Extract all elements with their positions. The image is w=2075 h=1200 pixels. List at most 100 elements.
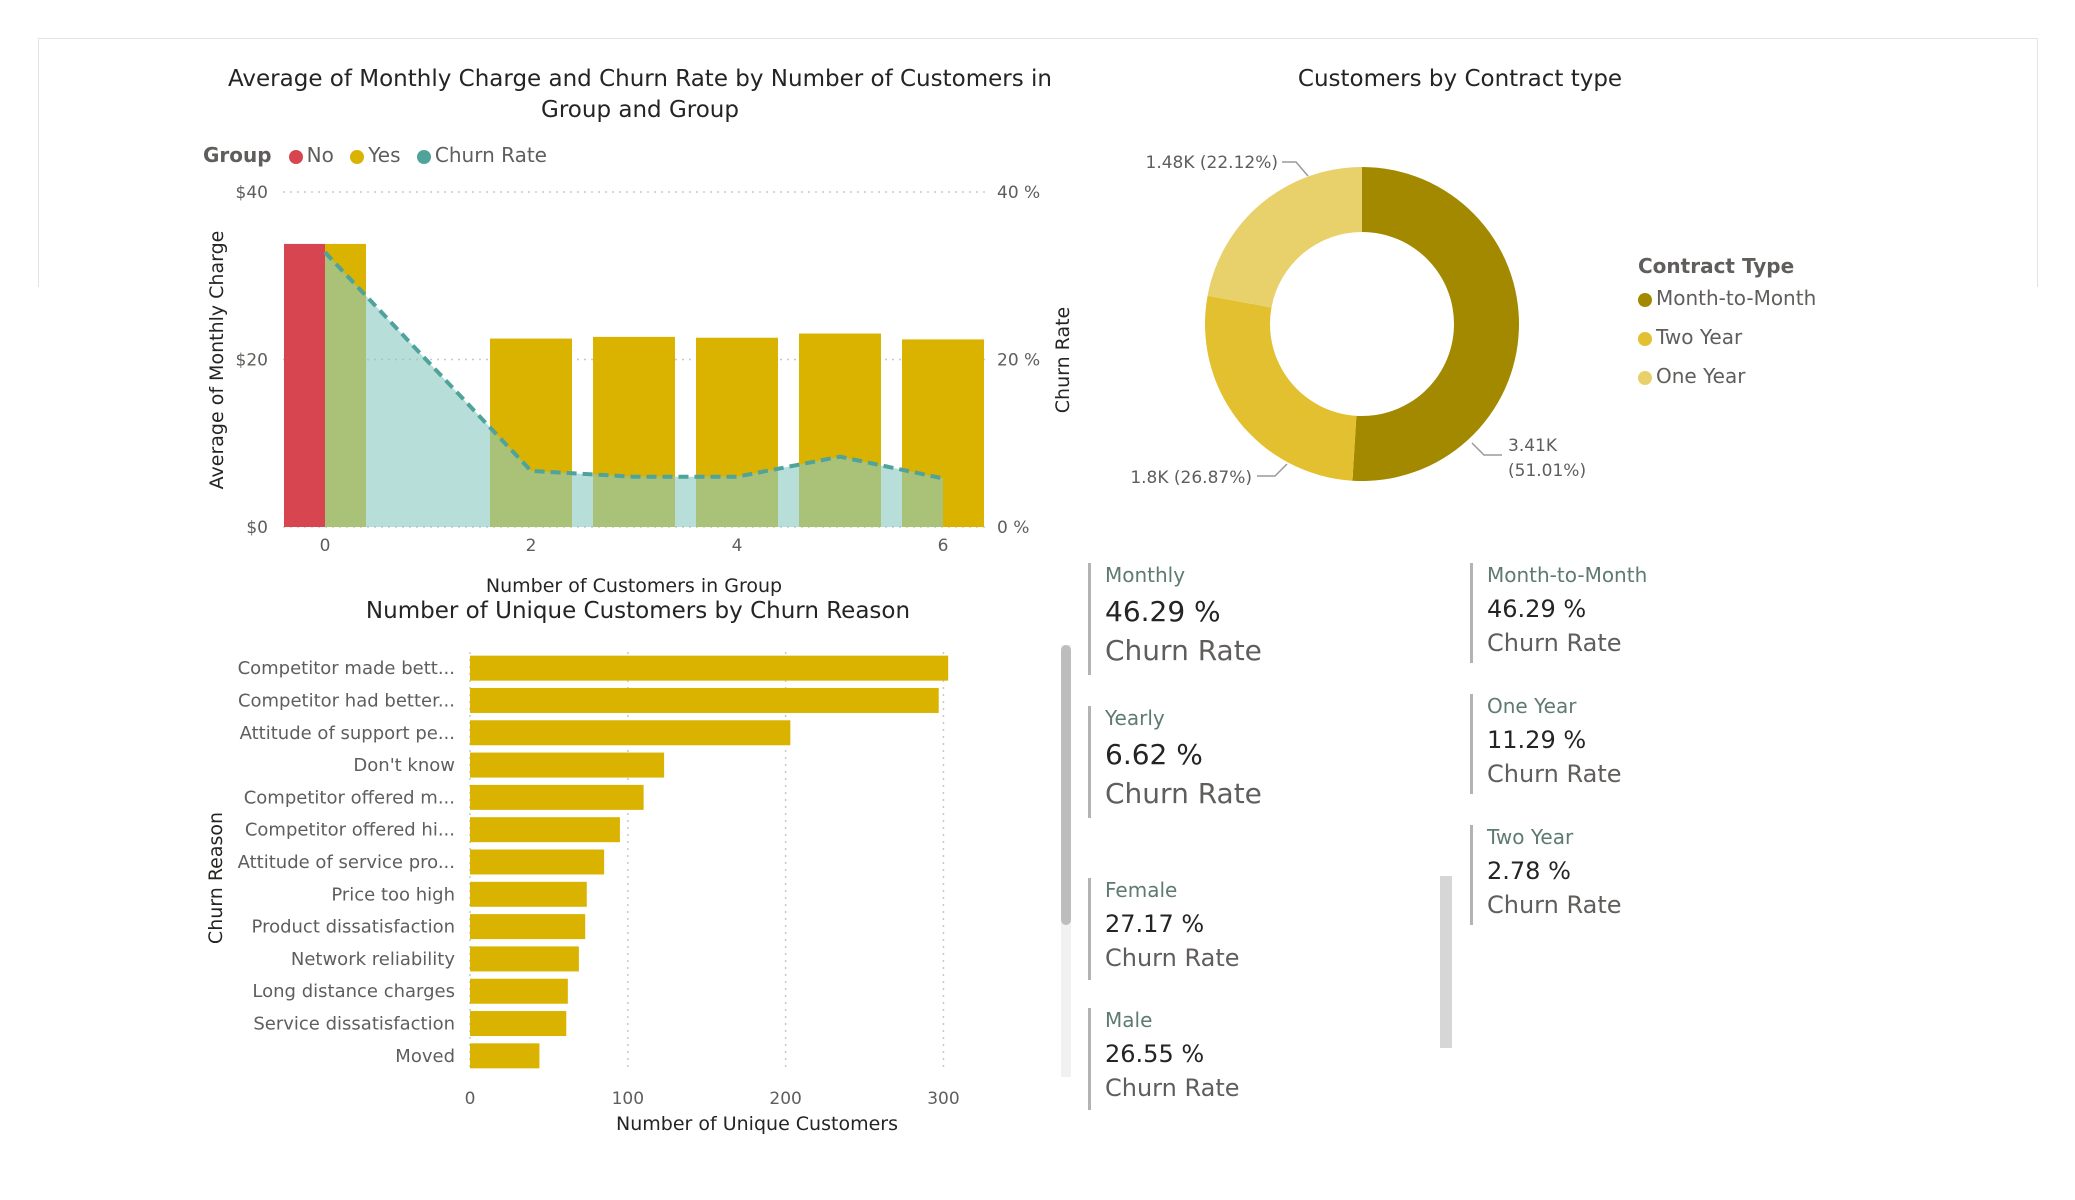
x-tick-label: 4	[732, 536, 743, 556]
bar-chart-title: Number of Unique Customers by Churn Reas…	[365, 598, 911, 624]
kpi-label: Two Year	[1487, 825, 1574, 849]
kpi-card-yearly: Yearly 6.62 % Churn Rate	[1088, 706, 1262, 818]
legend-title: Group	[203, 143, 272, 167]
kpi-sub: Churn Rate	[1105, 634, 1262, 667]
category-label: Attitude of service pro...	[238, 852, 455, 873]
bar	[470, 752, 665, 778]
kpi-label: Male	[1105, 1008, 1153, 1032]
bar-xlabel: Number of Unique Customers	[616, 1113, 898, 1135]
cards-scroll-thumb-left[interactable]	[1061, 645, 1071, 925]
bar	[470, 720, 791, 746]
kpi-sub: Churn Rate	[1105, 777, 1262, 810]
cards-scrollbar-left[interactable]	[1061, 645, 1071, 1077]
bar	[470, 817, 620, 843]
y-tick-label: $0	[246, 518, 268, 538]
donut-legend-item-month[interactable]: Month-to-Month	[1638, 286, 1816, 325]
category-label: Attitude of support pe...	[240, 723, 455, 744]
x-tick-label: 0	[320, 536, 331, 556]
category-label: Moved	[395, 1046, 455, 1067]
bar	[470, 914, 586, 940]
bar	[470, 978, 568, 1004]
kpi-card-monthly: Monthly 46.29 % Churn Rate	[1088, 563, 1262, 675]
legend-dot-no	[288, 149, 303, 164]
x-tick-label: 100	[612, 1089, 644, 1109]
donut-legend: Contract Type Month-to-Month Two Year On…	[1638, 254, 1816, 403]
kpi-label: Yearly	[1105, 706, 1165, 730]
legend-dot-month	[1638, 292, 1652, 307]
kpi-card-male: Male 26.55 % Churn Rate	[1088, 1008, 1240, 1110]
bar	[470, 946, 579, 972]
churn-rate-line	[323, 250, 944, 481]
combo-legend: Group No Yes Churn Rate	[203, 143, 547, 169]
kpi-sub: Churn Rate	[1487, 891, 1622, 919]
legend-item-no[interactable]: No	[288, 143, 341, 167]
legend-item-churn[interactable]: Churn Rate	[416, 143, 547, 167]
donut-chart: 3.41K (51.01%) 1.8K (26.87%) 1.48K (22.12%)	[1130, 153, 1586, 488]
bar-chart: 0 100 200 300 Competitor made bett... Competi…	[238, 652, 960, 1109]
cards-scrollbar-right[interactable]	[1440, 876, 1452, 1048]
donut-legend-title: Contract Type	[1638, 254, 1795, 278]
leader-line-two	[1257, 463, 1288, 477]
combo-xlabel: Number of Customers in Group	[485, 575, 783, 597]
legend-item-yes[interactable]: Yes	[350, 143, 407, 167]
category-label: Price too high	[331, 884, 455, 905]
kpi-value: 26.55 %	[1105, 1040, 1205, 1068]
kpi-label: Female	[1105, 878, 1178, 902]
kpi-label: Month-to-Month	[1487, 563, 1648, 587]
kpi-label: One Year	[1487, 694, 1577, 718]
kpi-sub: Churn Rate	[1105, 944, 1240, 972]
bar	[470, 849, 605, 875]
kpi-sub: Churn Rate	[1487, 629, 1622, 657]
data-label-one: 1.48K (22.12%)	[1146, 153, 1279, 173]
category-label: Service dissatisfaction	[253, 1014, 455, 1035]
kpi-value: 11.29 %	[1487, 726, 1587, 754]
bar	[470, 881, 587, 907]
kpi-value: 2.78 %	[1487, 857, 1571, 885]
donut-legend-item-one[interactable]: One Year	[1638, 364, 1816, 403]
kpi-label: Monthly	[1105, 563, 1186, 587]
bar-no	[284, 243, 325, 528]
bar	[470, 784, 644, 810]
churn-rate-area	[325, 252, 943, 528]
donut-slice	[1205, 295, 1357, 481]
data-label-month-pct: (51.01%)	[1508, 461, 1586, 481]
y2-tick-label: 40 %	[997, 183, 1040, 203]
category-label: Don't know	[353, 755, 455, 776]
legend-dot-churn	[416, 149, 431, 164]
bar	[470, 655, 949, 681]
legend-dot-two	[1638, 331, 1652, 346]
data-label-two: 1.8K (26.87%)	[1130, 468, 1252, 488]
x-tick-label: 6	[938, 536, 949, 556]
y2-tick-label: 20 %	[997, 351, 1040, 371]
kpi-card-two-year: Two Year 2.78 % Churn Rate	[1470, 825, 1622, 925]
category-label: Competitor offered hi...	[245, 820, 455, 841]
data-label-month: 3.41K	[1508, 436, 1558, 456]
bar-ylabel: Churn Reason	[205, 811, 227, 945]
x-tick-label: 300	[927, 1089, 959, 1109]
donut-chart-title: Customers by Contract type	[1297, 66, 1623, 92]
bar	[470, 1011, 567, 1037]
donut-slice	[1352, 167, 1519, 481]
combo-chart: $0 $20 $40 0 % 20 % 40 % 0 2 4 6	[236, 183, 1041, 556]
bar	[470, 1043, 540, 1069]
y-tick-label: $40	[236, 183, 268, 203]
category-label: Competitor made bett...	[238, 658, 455, 679]
combo-chart-title: Average of Monthly Charge and Churn Rate…	[228, 66, 1052, 123]
category-label: Network reliability	[291, 949, 455, 970]
donut-legend-item-two[interactable]: Two Year	[1638, 325, 1816, 364]
kpi-card-female: Female 27.17 % Churn Rate	[1088, 878, 1240, 980]
y-tick-label: $20	[236, 351, 268, 371]
legend-dot-yes	[350, 149, 365, 164]
kpi-value: 46.29 %	[1487, 595, 1587, 623]
leader-line-month	[1471, 442, 1502, 456]
report-frame	[38, 38, 2038, 287]
kpi-value: 46.29 %	[1105, 595, 1221, 628]
kpi-card-one-year: One Year 11.29 % Churn Rate	[1470, 694, 1622, 794]
category-label: Product dissatisfaction	[252, 917, 455, 938]
category-label: Competitor had better...	[238, 690, 455, 711]
x-tick-label: 2	[526, 536, 537, 556]
kpi-sub: Churn Rate	[1487, 760, 1622, 788]
x-tick-label: 200	[769, 1089, 801, 1109]
legend-dot-one	[1638, 370, 1652, 385]
category-label: Competitor offered m...	[244, 787, 455, 808]
